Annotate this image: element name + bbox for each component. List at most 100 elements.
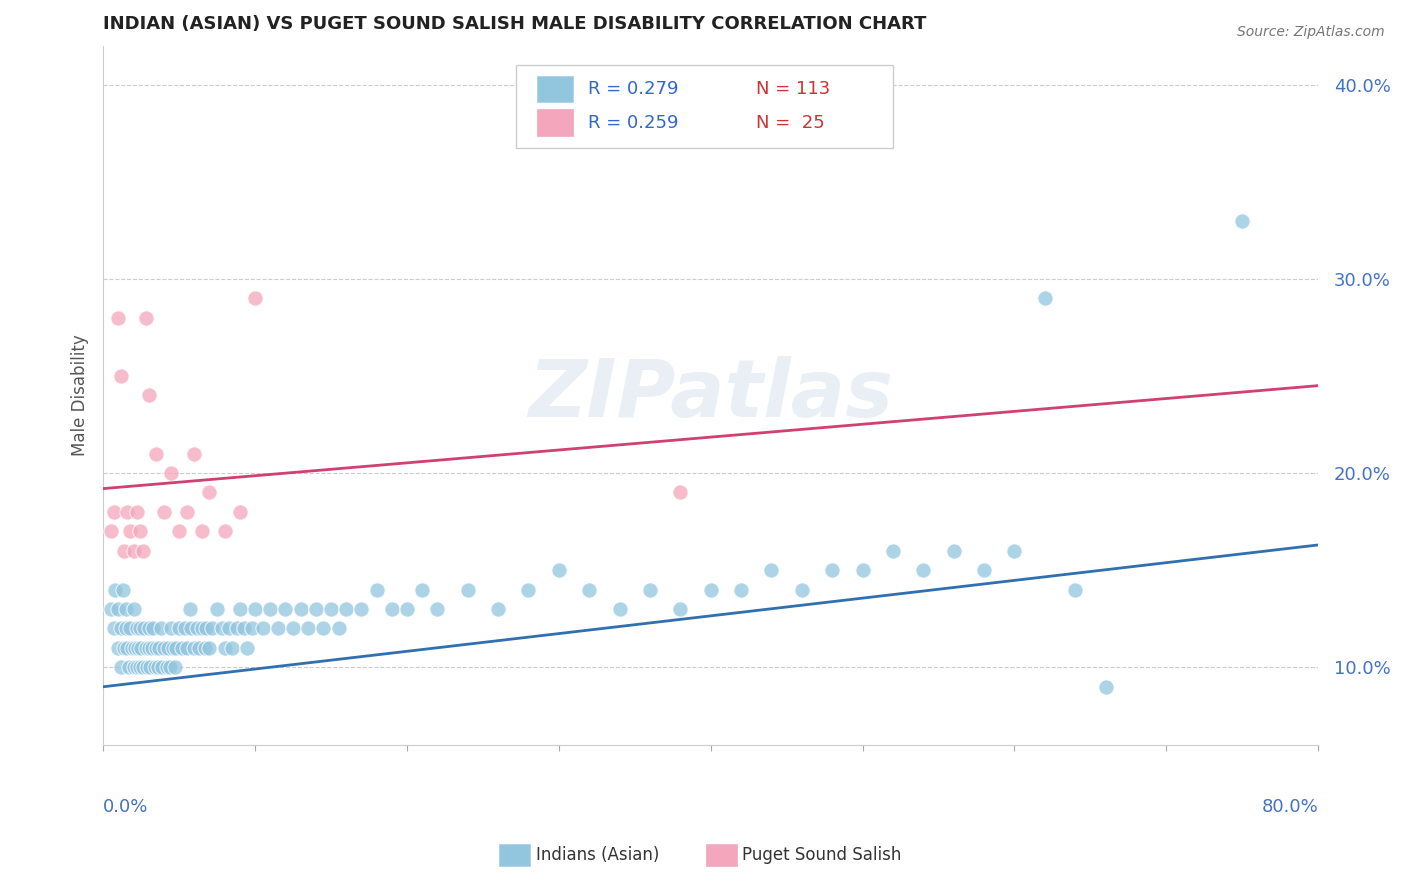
- FancyBboxPatch shape: [537, 110, 574, 136]
- Point: [160, 622, 183, 636]
- Point: [426, 602, 449, 616]
- Text: N =  25: N = 25: [755, 113, 824, 132]
- Text: Puget Sound Salish: Puget Sound Salish: [742, 846, 901, 863]
- Point: [146, 660, 169, 674]
- Point: [1064, 582, 1087, 597]
- Point: [267, 622, 290, 636]
- Point: [128, 622, 150, 636]
- Point: [136, 660, 159, 674]
- Text: Indians (Asian): Indians (Asian): [536, 846, 659, 863]
- Point: [162, 640, 184, 655]
- Point: [167, 622, 190, 636]
- Point: [198, 485, 221, 500]
- Point: [122, 602, 145, 616]
- Text: N = 113: N = 113: [755, 80, 830, 98]
- Point: [120, 524, 142, 539]
- Point: [176, 640, 198, 655]
- Point: [159, 660, 181, 674]
- FancyBboxPatch shape: [537, 76, 574, 103]
- Point: [110, 622, 132, 636]
- Point: [134, 622, 156, 636]
- Point: [107, 310, 129, 325]
- Point: [128, 660, 150, 674]
- Point: [366, 582, 388, 597]
- Point: [669, 602, 692, 616]
- Point: [122, 543, 145, 558]
- Point: [135, 640, 157, 655]
- Point: [156, 660, 179, 674]
- Point: [139, 660, 162, 674]
- Point: [335, 602, 357, 616]
- Point: [110, 660, 132, 674]
- Point: [149, 622, 172, 636]
- Point: [821, 563, 844, 577]
- Point: [457, 582, 479, 597]
- Point: [486, 602, 509, 616]
- Point: [214, 640, 236, 655]
- Point: [221, 640, 243, 655]
- Point: [142, 622, 165, 636]
- Point: [205, 602, 228, 616]
- Point: [180, 622, 202, 636]
- Point: [117, 640, 139, 655]
- Point: [125, 622, 148, 636]
- Text: INDIAN (ASIAN) VS PUGET SOUND SALISH MALE DISABILITY CORRELATION CHART: INDIAN (ASIAN) VS PUGET SOUND SALISH MAL…: [103, 15, 927, 33]
- Point: [281, 622, 304, 636]
- Point: [1094, 680, 1116, 694]
- Point: [699, 582, 721, 597]
- Point: [115, 602, 138, 616]
- Point: [138, 622, 160, 636]
- Point: [730, 582, 752, 597]
- Point: [1033, 291, 1056, 305]
- Point: [179, 602, 201, 616]
- Point: [669, 485, 692, 500]
- Point: [240, 622, 263, 636]
- Point: [165, 640, 187, 655]
- Point: [395, 602, 418, 616]
- Point: [174, 622, 197, 636]
- Point: [129, 640, 152, 655]
- Point: [319, 602, 342, 616]
- Point: [259, 602, 281, 616]
- Point: [122, 660, 145, 674]
- Point: [107, 602, 129, 616]
- FancyBboxPatch shape: [516, 64, 893, 148]
- Point: [186, 622, 208, 636]
- Point: [117, 505, 139, 519]
- Y-axis label: Male Disability: Male Disability: [72, 334, 89, 456]
- Point: [290, 602, 312, 616]
- Point: [112, 543, 135, 558]
- Point: [121, 640, 143, 655]
- Point: [187, 640, 209, 655]
- Point: [547, 563, 569, 577]
- Point: [104, 582, 127, 597]
- Point: [118, 660, 141, 674]
- Point: [517, 582, 540, 597]
- Point: [1002, 543, 1025, 558]
- Point: [112, 640, 135, 655]
- Point: [103, 622, 125, 636]
- Point: [110, 368, 132, 383]
- Point: [297, 622, 319, 636]
- Text: Source: ZipAtlas.com: Source: ZipAtlas.com: [1237, 25, 1385, 39]
- Point: [128, 524, 150, 539]
- Point: [153, 640, 176, 655]
- Point: [201, 622, 224, 636]
- Point: [145, 447, 167, 461]
- Point: [229, 505, 252, 519]
- Point: [609, 602, 631, 616]
- Point: [350, 602, 373, 616]
- Point: [198, 640, 221, 655]
- Point: [761, 563, 783, 577]
- Text: ZIPatlas: ZIPatlas: [529, 357, 893, 434]
- Point: [131, 660, 153, 674]
- Point: [851, 563, 873, 577]
- Point: [218, 622, 240, 636]
- Point: [381, 602, 404, 616]
- Point: [1232, 213, 1254, 227]
- Text: 80.0%: 80.0%: [1261, 797, 1319, 815]
- Point: [973, 563, 995, 577]
- Point: [312, 622, 335, 636]
- Point: [882, 543, 904, 558]
- Point: [191, 524, 214, 539]
